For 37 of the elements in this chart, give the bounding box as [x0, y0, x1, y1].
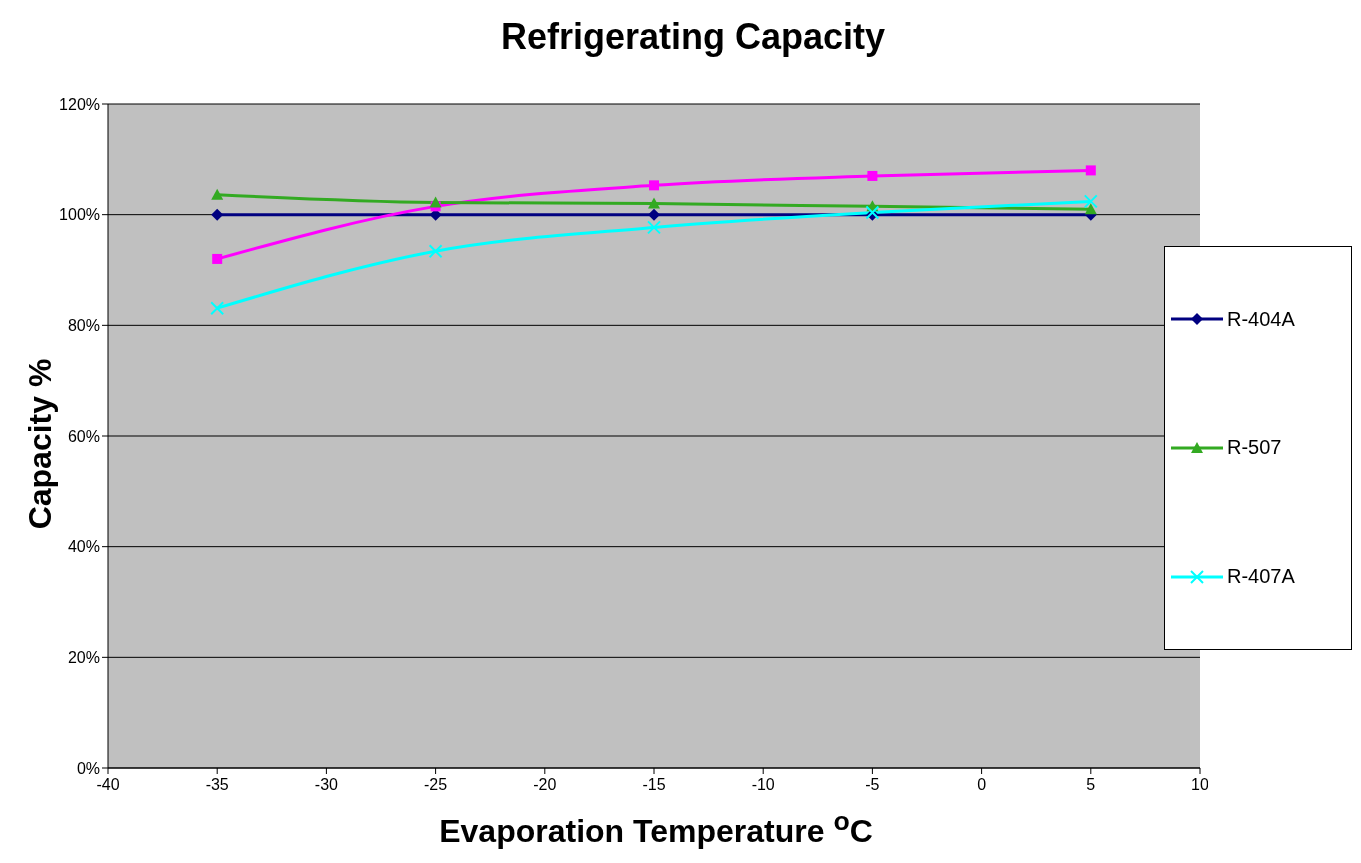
x-tick-label: -30	[314, 776, 339, 793]
legend-label: R-407A	[1227, 565, 1295, 589]
point	[1084, 203, 1097, 215]
point	[428, 244, 443, 259]
x-tick-label: -25	[424, 776, 448, 793]
point	[648, 197, 660, 209]
point	[648, 208, 660, 221]
x-tick-label: -10	[751, 776, 775, 793]
x-tick-label: -5	[865, 776, 880, 793]
point	[867, 170, 878, 181]
point	[1085, 165, 1096, 176]
point	[212, 253, 223, 264]
legend-label: R-404A	[1227, 307, 1295, 331]
point	[211, 188, 224, 200]
point	[210, 301, 225, 316]
chart-title: Refrigerating Capacity	[499, 16, 887, 58]
y-tick-label: 40%	[67, 538, 100, 556]
point	[429, 196, 442, 208]
x-tick-label: -20	[533, 776, 557, 793]
y-axis-title: Capacity %	[21, 358, 59, 530]
y-tick-label: 80%	[67, 317, 100, 335]
y-tick-label: 20%	[67, 649, 100, 667]
x-tick-label: -40	[96, 776, 120, 793]
x-tick-label: 10	[1191, 776, 1209, 793]
point	[649, 180, 659, 191]
x-tick-label: 0	[977, 776, 987, 793]
x-tick-label: -35	[205, 776, 229, 793]
x-axis-title: Evaporation Temperature $^{o}$C	[438, 806, 874, 850]
legend-label: R-507	[1227, 436, 1282, 460]
y-tick-label: 120%	[59, 95, 100, 113]
y-tick-label: 100%	[59, 206, 100, 224]
y-tick-label: 0%	[76, 759, 100, 777]
x-tick-label: 5	[1086, 776, 1096, 793]
x-tick-label: -15	[642, 776, 666, 793]
point	[647, 220, 661, 235]
y-tick-label: 60%	[67, 427, 100, 445]
point	[1083, 194, 1098, 209]
